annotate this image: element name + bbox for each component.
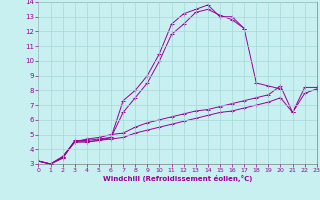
X-axis label: Windchill (Refroidissement éolien,°C): Windchill (Refroidissement éolien,°C) xyxy=(103,175,252,182)
